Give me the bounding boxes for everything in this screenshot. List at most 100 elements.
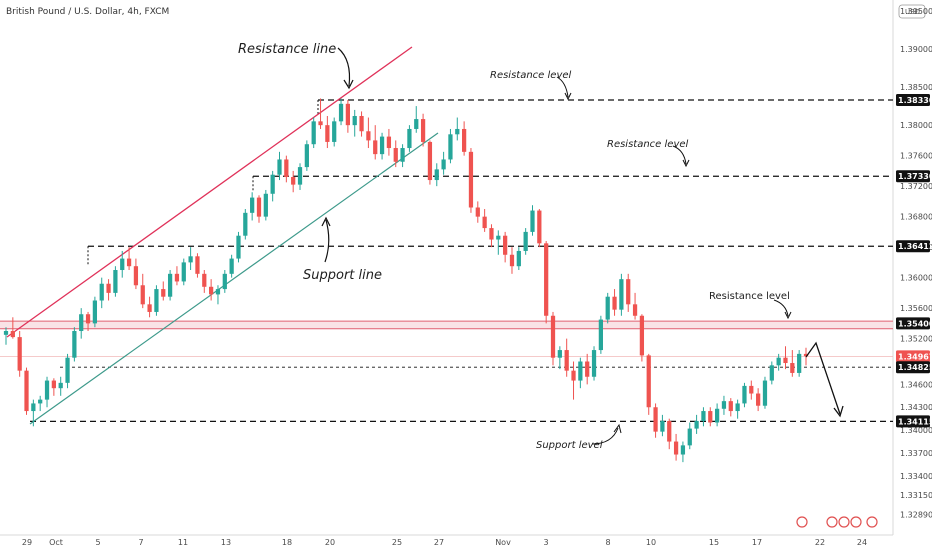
candle-body: [38, 399, 43, 404]
candle: [51, 378, 56, 396]
candle: [24, 367, 29, 415]
candle-body: [434, 169, 439, 181]
candle-body: [455, 128, 460, 135]
candle-body: [667, 420, 672, 442]
candle-body: [140, 285, 145, 305]
currency-badge[interactable]: USD: [898, 4, 926, 19]
candle: [236, 231, 241, 263]
candle: [304, 140, 309, 171]
candle: [85, 311, 91, 332]
projection-arrow: [805, 341, 841, 415]
candle: [427, 140, 433, 185]
candle: [646, 353, 651, 415]
candle: [92, 296, 98, 328]
candle: [728, 398, 733, 417]
support-trend-line[interactable]: [29, 132, 439, 425]
x-tick-label: Nov: [495, 538, 511, 547]
candle-body: [291, 177, 296, 185]
candle-body: [174, 273, 180, 282]
candle: [17, 331, 22, 377]
x-axis-ticks: 29 Oct 5 7 11 13 18 20 25 27 Nov 3 8 10 15 17 22 24: [22, 538, 867, 547]
x-tick-label: 15: [709, 538, 719, 547]
candle-body: [605, 296, 610, 320]
candle-body: [243, 212, 248, 236]
candle: [612, 289, 617, 316]
candle-body: [420, 119, 426, 142]
candle-body: [612, 296, 617, 310]
event-flag-icon[interactable]: [796, 516, 808, 528]
candle: [475, 201, 480, 223]
candle: [455, 117, 460, 141]
candle-body: [44, 380, 50, 400]
candle-body: [516, 250, 521, 267]
price-tag[interactable]: 1.35400: [896, 317, 932, 330]
candle-body: [803, 353, 809, 357]
price-tag[interactable]: 1.34115: [896, 415, 932, 428]
annotation-support-level: Support level: [536, 440, 603, 451]
price-tag[interactable]: 1.36412: [896, 240, 932, 253]
candle-body: [687, 428, 692, 446]
candle: [509, 247, 515, 274]
candle-body: [489, 228, 494, 240]
candle-body: [557, 350, 562, 358]
candle: [215, 285, 221, 305]
x-tick-label: 22: [815, 538, 825, 547]
candle-body: [769, 365, 774, 381]
price-tag-label: 1.36412: [898, 242, 932, 251]
candle: [516, 247, 521, 271]
price-tag[interactable]: 1.37330: [896, 170, 932, 183]
candle-body: [99, 283, 104, 301]
event-flag-icon[interactable]: [838, 516, 850, 528]
candle: [297, 163, 303, 190]
candle: [291, 170, 296, 193]
candle: [229, 254, 234, 278]
candle: [72, 327, 77, 362]
price-tags: 1.38330 1.37330 1.36412 1.35400 1.34967 1.348…: [896, 94, 932, 428]
candle: [202, 270, 207, 293]
price-tag-bg: [896, 350, 930, 363]
candle: [619, 273, 624, 316]
event-flag-icon[interactable]: [826, 516, 838, 528]
y-tick-label: 1.39500: [900, 7, 932, 16]
candle-body: [790, 363, 795, 373]
candle-body: [544, 243, 549, 316]
resistance-trend-line[interactable]: [6, 46, 413, 338]
candle: [523, 228, 528, 255]
candle-body: [694, 420, 699, 429]
y-axis-ticks: 1.32890 1.33150 1.33400 1.33700 1.34000 1.343…: [900, 7, 932, 520]
candle-body: [229, 258, 234, 274]
candle: [503, 231, 508, 263]
event-flags[interactable]: [796, 516, 878, 528]
price-tag[interactable]: 1.34825: [896, 361, 932, 374]
price-tag[interactable]: 1.34967: [896, 350, 932, 363]
x-tick-label: 17: [752, 538, 762, 547]
candle: [345, 100, 350, 133]
candle: [181, 258, 186, 286]
price-tag[interactable]: 1.38330: [896, 94, 932, 106]
candle-body: [120, 258, 125, 271]
candle-body: [386, 136, 392, 149]
candle-body: [65, 357, 70, 383]
arrow-resistance-line: [337, 47, 351, 87]
candle-body: [284, 159, 289, 178]
y-tick-label: 1.38500: [900, 83, 932, 92]
candles: [3, 98, 809, 463]
event-flag-icon[interactable]: [866, 516, 878, 528]
candle: [544, 241, 549, 324]
event-flag-icon[interactable]: [850, 516, 862, 528]
candle-body: [250, 197, 255, 213]
candle-body: [304, 144, 309, 168]
candle: [366, 117, 371, 149]
candle-body: [414, 119, 419, 129]
price-tag-label: 1.37330: [898, 172, 932, 181]
candle: [379, 132, 385, 160]
candle-body: [550, 315, 556, 358]
candle-body: [332, 121, 337, 142]
candle: [571, 361, 576, 400]
candle-body: [51, 380, 56, 389]
candle-body: [92, 300, 98, 324]
candle-body: [749, 385, 754, 394]
candle: [708, 407, 713, 427]
candle-body: [735, 403, 740, 412]
